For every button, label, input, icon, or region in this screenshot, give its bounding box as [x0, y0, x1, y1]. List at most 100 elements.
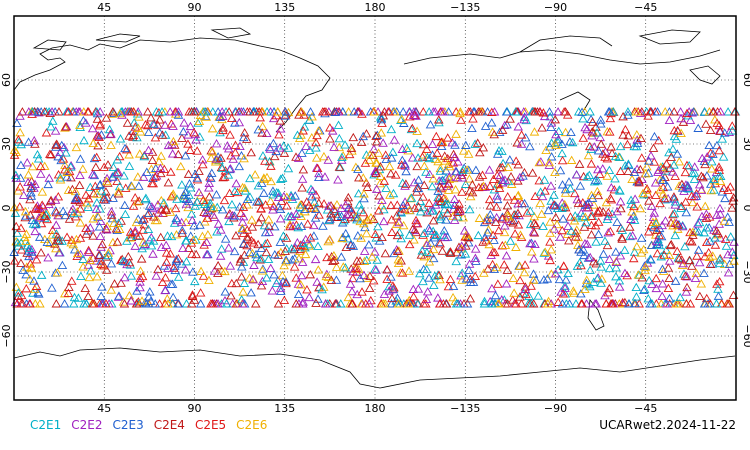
observation-triangle — [279, 260, 289, 270]
observation-triangle — [319, 199, 329, 208]
observation-triangle — [298, 297, 308, 306]
observation-triangle — [687, 168, 698, 178]
observation-triangle — [16, 160, 26, 169]
observation-triangle — [519, 114, 529, 124]
observation-triangle — [331, 275, 342, 284]
observation-triangle — [397, 268, 408, 277]
observation-triangle — [230, 186, 240, 195]
observation-triangle — [31, 281, 42, 290]
observation-triangle — [612, 217, 622, 226]
observation-triangle — [661, 299, 672, 308]
observation-triangle — [185, 145, 195, 154]
observation-triangle — [610, 174, 620, 183]
observation-triangle — [429, 233, 440, 242]
observation-triangle — [669, 107, 679, 116]
observation-triangle — [546, 152, 557, 161]
observation-triangle — [92, 114, 103, 123]
observation-triangle — [298, 299, 308, 308]
observation-triangle — [133, 123, 144, 133]
observation-triangle — [595, 256, 606, 265]
observation-triangle — [166, 191, 177, 201]
observation-triangle — [72, 251, 82, 261]
observation-triangle — [92, 211, 103, 220]
observation-triangle — [195, 220, 205, 229]
observation-triangle — [369, 144, 379, 153]
observation-triangle — [401, 166, 411, 176]
observation-triangle — [454, 199, 464, 208]
observation-triangle — [379, 216, 389, 226]
observation-triangle — [43, 253, 53, 262]
observation-triangle — [655, 185, 665, 194]
observation-triangle — [524, 291, 534, 300]
observation-triangle — [730, 107, 740, 116]
observation-triangle — [368, 150, 378, 160]
observation-triangle — [611, 257, 622, 267]
observation-triangle — [202, 213, 213, 222]
observation-triangle — [657, 264, 668, 273]
observation-triangle — [230, 118, 240, 127]
observation-triangle — [388, 147, 398, 156]
observation-triangle — [710, 240, 721, 249]
observation-triangle — [725, 182, 736, 191]
observation-triangle — [66, 238, 77, 247]
observation-triangle — [618, 130, 628, 139]
observation-triangle — [160, 272, 171, 282]
observation-triangle — [724, 217, 734, 226]
observation-triangle — [440, 194, 451, 203]
observation-triangle — [577, 107, 587, 116]
observation-triangle — [34, 289, 44, 298]
observation-triangle — [171, 213, 181, 223]
observation-triangle — [13, 288, 24, 297]
observation-triangle — [365, 271, 375, 280]
observation-triangle — [644, 275, 654, 285]
observation-triangle — [359, 193, 369, 203]
observation-triangle — [443, 107, 454, 116]
observation-triangle — [525, 141, 535, 151]
observation-triangle — [557, 198, 567, 207]
observation-triangle — [286, 190, 296, 200]
observation-triangle — [69, 245, 80, 254]
observation-triangle — [581, 203, 592, 212]
observation-triangle — [308, 203, 319, 212]
observation-triangle — [672, 149, 683, 158]
observation-triangle — [513, 122, 524, 131]
observation-triangle — [680, 241, 690, 251]
observation-triangle — [656, 299, 667, 308]
observation-triangle — [421, 144, 432, 153]
observation-triangle — [520, 133, 531, 142]
dataset-caption: UCARwet2.2024-11-22 — [599, 418, 736, 432]
observation-triangle — [273, 192, 284, 202]
observation-triangle — [646, 255, 656, 264]
observation-triangle — [606, 182, 617, 192]
observation-triangle — [688, 230, 698, 239]
observation-triangle — [236, 107, 247, 116]
observation-triangle — [54, 236, 65, 245]
observation-triangle — [484, 165, 495, 174]
observation-triangle — [138, 172, 149, 181]
observation-triangle — [259, 220, 270, 230]
observation-triangle — [157, 130, 168, 139]
observation-triangle — [373, 206, 384, 215]
observation-triangle — [340, 140, 350, 149]
observation-triangle — [137, 215, 148, 224]
observation-triangle — [612, 206, 622, 216]
observation-triangle — [134, 181, 144, 190]
observation-triangle — [113, 189, 124, 198]
observation-triangle — [645, 299, 655, 308]
observation-triangle — [334, 133, 345, 143]
observation-triangle — [626, 195, 636, 204]
observation-triangle — [89, 170, 100, 180]
observation-triangle — [557, 225, 567, 235]
observation-triangle — [159, 198, 169, 207]
observation-triangle — [280, 107, 291, 116]
bottom-lon-label: −135 — [450, 402, 480, 415]
observation-triangle — [483, 225, 494, 234]
bottom-lon-label: −90 — [544, 402, 567, 415]
observation-triangle — [663, 283, 674, 292]
observation-triangle — [519, 267, 530, 277]
observation-triangle — [181, 299, 192, 308]
observation-triangle — [707, 251, 718, 260]
observation-triangle — [535, 198, 546, 207]
observation-triangle — [370, 229, 381, 239]
observation-triangle — [351, 162, 361, 171]
